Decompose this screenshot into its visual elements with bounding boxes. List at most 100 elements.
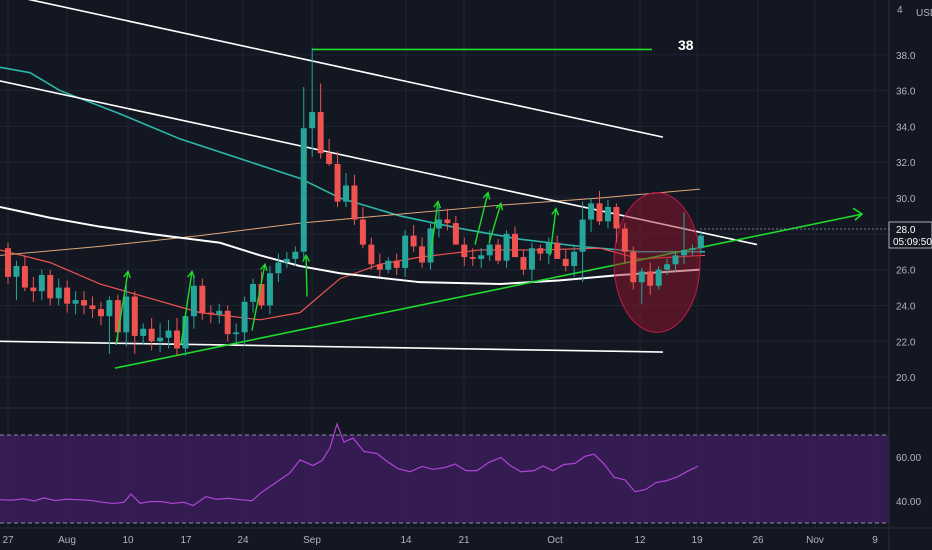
candle-body xyxy=(5,248,11,277)
candle-body xyxy=(385,260,392,270)
breakout-arrowhead xyxy=(495,201,504,211)
candle-body xyxy=(190,285,197,317)
candle-body xyxy=(114,300,121,333)
trendline xyxy=(0,80,758,246)
trendlines xyxy=(0,0,864,369)
rsi-axis: 40.00 60.00 xyxy=(896,453,921,508)
candle-body xyxy=(486,244,493,256)
candle-body xyxy=(528,248,535,270)
time-tick-label: Sep xyxy=(303,535,321,546)
candle-body xyxy=(664,264,671,270)
currency-label: USD xyxy=(916,8,932,19)
candle-body xyxy=(427,228,434,263)
candle-body xyxy=(174,330,180,349)
price-tag-value: 28.0 xyxy=(896,225,916,236)
candle-body xyxy=(469,257,476,259)
candle-body xyxy=(97,309,104,317)
candle-body xyxy=(233,332,240,335)
target-price-label: 38 xyxy=(678,37,694,53)
candle-body xyxy=(672,255,679,265)
candle-body xyxy=(596,203,603,222)
time-tick-label: 26 xyxy=(752,535,764,546)
candlestick-series xyxy=(5,47,704,356)
candle-body xyxy=(588,203,595,220)
candle-body xyxy=(435,219,442,229)
candle-body xyxy=(393,260,400,268)
candle-body xyxy=(13,266,20,277)
candle-body xyxy=(495,244,502,261)
candle-body xyxy=(216,310,223,315)
time-tick-label: 12 xyxy=(634,535,646,546)
rsi-tick-label: 40.00 xyxy=(896,497,921,508)
candle-body xyxy=(207,312,214,315)
moving-average-line xyxy=(0,66,705,253)
candle-body xyxy=(503,233,510,261)
candle-body xyxy=(689,248,696,250)
time-tick-label: 9 xyxy=(872,535,878,546)
candle-body xyxy=(621,228,628,252)
price-tick-label: 20.0 xyxy=(896,373,916,384)
time-tick-label: Oct xyxy=(547,535,563,546)
candle-body xyxy=(131,296,138,336)
price-tick-label: 36.0 xyxy=(896,87,916,98)
candle-body xyxy=(224,310,231,335)
price-tag-countdown: 05:09:50 xyxy=(893,237,932,248)
trendline xyxy=(114,213,863,369)
time-tick-label: Nov xyxy=(806,535,824,546)
rsi-line xyxy=(0,422,699,507)
breakout-arrow xyxy=(115,271,129,345)
candle-body xyxy=(359,219,366,245)
time-tick-label: Aug xyxy=(58,535,76,546)
candle-body xyxy=(64,287,71,304)
candle-body xyxy=(165,330,172,338)
candle-body xyxy=(697,235,704,249)
candle-body xyxy=(275,262,282,274)
candle-body xyxy=(444,219,451,224)
candle-body xyxy=(343,185,349,202)
price-tag-box xyxy=(888,221,932,249)
candle-body xyxy=(613,206,620,229)
candle-body xyxy=(376,264,383,270)
breakout-arrow xyxy=(429,201,439,260)
breakout-arrow xyxy=(180,271,193,345)
breakout-arrowhead xyxy=(482,191,491,200)
candle-body xyxy=(292,251,299,259)
candle-body xyxy=(30,287,37,292)
highlight-circle xyxy=(613,192,701,333)
time-tick-label: 21 xyxy=(458,535,470,546)
time-tick-label: 17 xyxy=(180,535,192,546)
candle-body xyxy=(402,235,409,268)
price-tick-label: 32.0 xyxy=(896,158,916,169)
candle-body xyxy=(630,251,637,283)
trendline xyxy=(0,340,664,353)
breakout-arrowhead xyxy=(259,262,268,272)
candle-body xyxy=(655,269,662,286)
candle-body xyxy=(604,206,611,222)
highlight-ellipse xyxy=(613,192,701,333)
candle-body xyxy=(258,283,265,306)
candle-body xyxy=(266,273,273,306)
trendline-arrowhead xyxy=(852,207,864,221)
candle-body xyxy=(579,219,586,252)
candle-body xyxy=(157,337,164,342)
breakout-arrowhead xyxy=(123,270,131,279)
candle-body xyxy=(461,244,468,258)
time-axis[interactable]: 27 Aug 10 17 24 Sep 14 21 Oct 12 19 26 Nov 9 xyxy=(2,535,878,546)
candle-body xyxy=(81,300,88,306)
candle-body xyxy=(512,233,518,258)
moving-average-line xyxy=(0,205,701,285)
axis-corner-label: 4 xyxy=(897,5,903,16)
candle-body xyxy=(520,257,527,270)
candle-body xyxy=(647,271,654,286)
candle-body xyxy=(199,285,206,313)
candle-body xyxy=(537,248,544,254)
candle-body xyxy=(351,185,358,220)
candle-body xyxy=(326,153,333,164)
candle-body xyxy=(241,301,248,333)
candle-body xyxy=(638,271,645,283)
candle-body xyxy=(182,316,189,349)
moving-average-line xyxy=(0,188,701,256)
candle-body xyxy=(410,235,417,247)
price-tick-label: 24.0 xyxy=(896,301,916,312)
